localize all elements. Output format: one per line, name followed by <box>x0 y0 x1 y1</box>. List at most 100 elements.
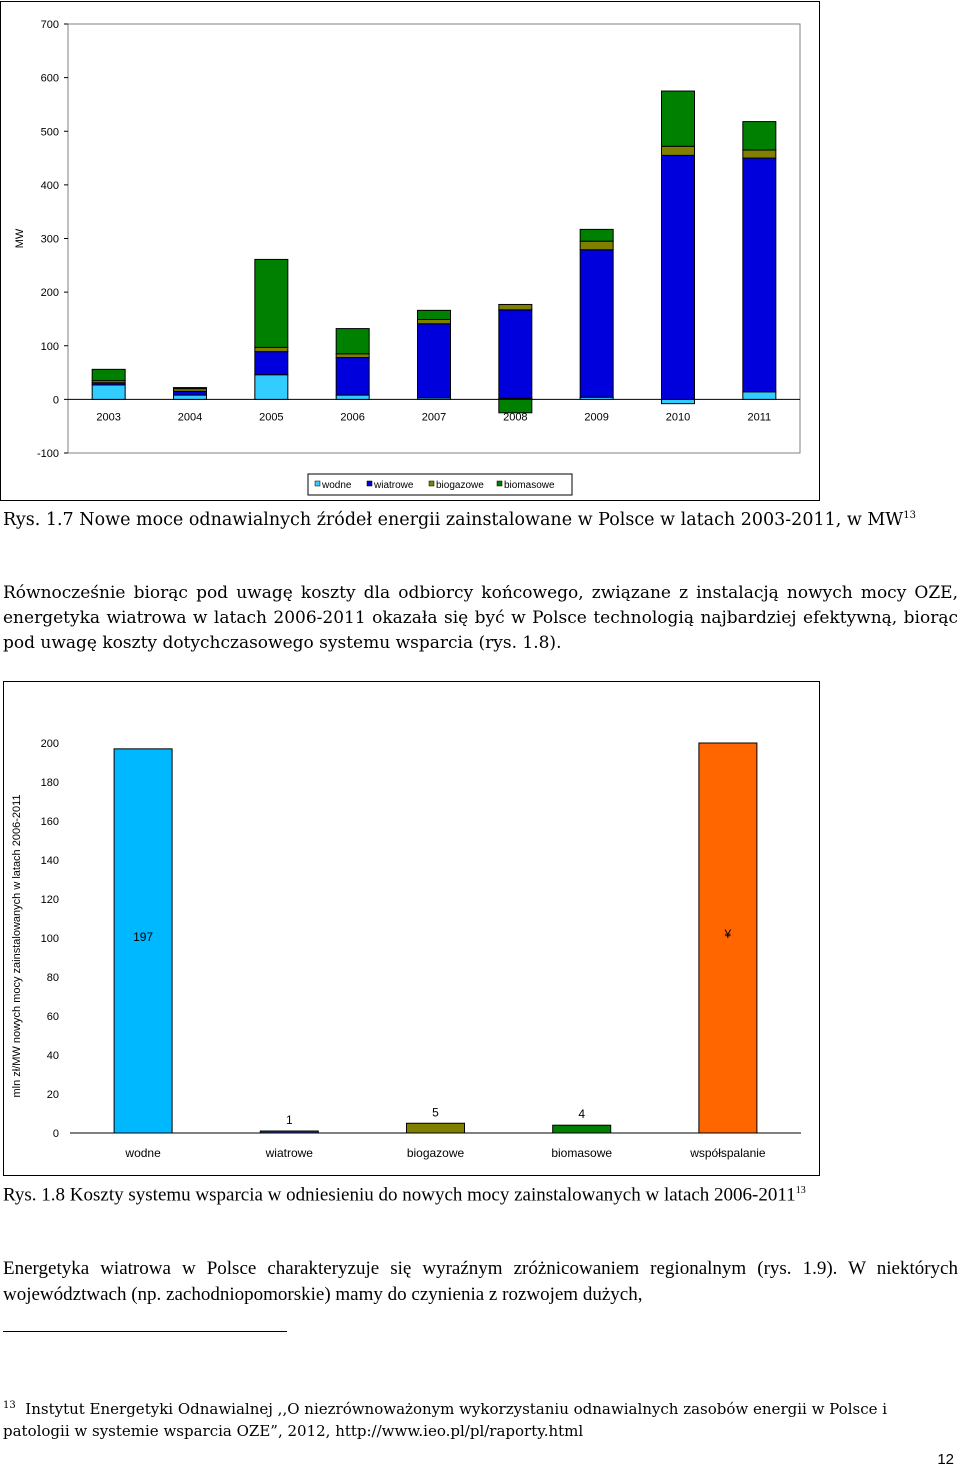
chart-new-capacity: -100 0 100 200 300 400 500 600 700 MW 2003 2004 2005… <box>0 1 820 501</box>
data-label: 1 <box>286 1113 293 1127</box>
legend-label-biomasowe: biomasowe <box>504 480 555 491</box>
y-tick-label: 0 <box>53 394 59 406</box>
x-tick-label: współspalanie <box>689 1146 766 1160</box>
bar-segment-wodne <box>173 394 207 400</box>
bar-segment-biogazowe <box>498 303 533 311</box>
chart-support-cost: 0 20 40 60 80 100 120 140 160 180 200 mln zł/MW now… <box>3 681 820 1176</box>
bar-segment-biogazowe <box>254 346 289 353</box>
bar-segment-wiatrowe <box>579 249 614 398</box>
y-tick-label: 180 <box>41 777 59 789</box>
bar-segment-biomasowe <box>335 328 370 355</box>
legend-box <box>307 473 573 496</box>
y-tick-label: 100 <box>41 933 59 945</box>
bar-segment-biomasowe <box>91 368 126 382</box>
footnote-13: 13 Instytut Energetyki Odnawialnej ,,O n… <box>3 1395 923 1442</box>
y-tick-label: 500 <box>41 126 59 138</box>
bar-wodne <box>113 748 173 1134</box>
bar-segment-wodne <box>661 398 695 405</box>
data-label: 197 <box>133 930 153 944</box>
y-tick-label: 200 <box>41 287 59 299</box>
data-label: ¥ <box>724 927 732 941</box>
y-tick-label: 600 <box>41 73 59 85</box>
x-tick-label: 2011 <box>748 411 772 423</box>
x-tick-label: 2009 <box>584 411 608 423</box>
caption-figure-1-8-footnote-ref: 13 <box>795 1185 806 1196</box>
x-tick-label: wiatrowe <box>265 1146 314 1160</box>
bar-segment-biogazowe <box>417 318 451 325</box>
bar-segment-wodne <box>335 394 370 400</box>
y-tick-label: 40 <box>47 1050 59 1062</box>
bar-segment-wodne <box>742 391 777 400</box>
bar-segment-wiatrowe <box>173 390 207 396</box>
bar-segment-biomasowe <box>579 228 614 242</box>
bar-współspalanie <box>698 742 758 1134</box>
bar-segment-biogazowe <box>335 353 370 359</box>
x-tick-label: 2005 <box>259 411 283 423</box>
legend-label-wodne: wodne <box>321 480 352 491</box>
y-tick-label: 160 <box>41 816 59 828</box>
y-tick-label: 80 <box>47 972 59 984</box>
bar-segment-wodne <box>91 384 126 400</box>
chart-support-cost-svg: 0 20 40 60 80 100 120 140 160 180 200 mln zł/MW now… <box>11 738 801 1160</box>
paragraph-regional-differences: Energetyka wiatrowa w Polsce charakteryz… <box>3 1258 958 1305</box>
y-tick-label: 300 <box>41 234 59 246</box>
bar-segment-wiatrowe <box>661 154 695 400</box>
y-tick-label: 120 <box>41 894 59 906</box>
bar-wiatrowe <box>259 1130 319 1134</box>
legend-label-biogazowe: biogazowe <box>436 480 484 491</box>
x-tick-label: 2007 <box>422 411 446 423</box>
caption-figure-1-8: Rys. 1.8 Koszty systemu wsparcia w odnie… <box>3 1178 933 1208</box>
caption-figure-1-8-text: Rys. 1.8 Koszty systemu wsparcia w odnie… <box>3 1184 796 1206</box>
bar-segment-wiatrowe <box>417 323 451 399</box>
y-axis-label: MW <box>14 228 26 248</box>
bar-biomasowe <box>552 1124 612 1134</box>
y-tick-label: 700 <box>41 19 59 31</box>
bar-segment-wiatrowe <box>498 309 533 399</box>
footnote-text: Instytut Energetyki Odnawialnej ,,O niez… <box>3 1400 888 1440</box>
data-label: 4 <box>578 1107 585 1121</box>
x-tick-label: 2006 <box>340 411 364 423</box>
bar-biogazowe <box>406 1122 465 1134</box>
x-tick-label: 2004 <box>178 411 202 423</box>
bar-segment-wodne <box>254 374 289 400</box>
paragraph-wind-efficiency: Równocześnie biorąc pod uwagę koszty dla… <box>3 583 958 653</box>
legend-label-wiatrowe: wiatrowe <box>373 480 414 491</box>
bar-segment-biogazowe <box>661 145 695 156</box>
x-tick-label: biogazowe <box>407 1146 465 1160</box>
bar-segment-biogazowe <box>742 149 777 159</box>
x-tick-label: 2010 <box>666 411 690 423</box>
page-number: 12 <box>937 1451 954 1468</box>
bar-segment-biogazowe <box>579 240 614 251</box>
caption-figure-1-7-text: Rys. 1.7 Nowe moce odnawialnych źródeł e… <box>3 509 904 530</box>
bar-segment-wiatrowe <box>254 351 289 376</box>
caption-figure-1-7: Rys. 1.7 Nowe moce odnawialnych źródeł e… <box>3 503 958 533</box>
y-axis-label: mln zł/MW nowych mocy zainstalowanych w … <box>11 794 23 1097</box>
bar-segment-biomasowe <box>173 387 207 390</box>
x-tick-label: wodne <box>124 1146 161 1160</box>
caption-figure-1-7-footnote-ref: 13 <box>903 510 917 521</box>
legend-swatch-wodne <box>314 480 321 487</box>
y-tick-label: 100 <box>41 341 59 353</box>
y-tick-label: 20 <box>47 1089 59 1101</box>
bar-segment-biomasowe <box>417 309 451 320</box>
footnote-number: 13 <box>3 1400 16 1411</box>
data-label: 5 <box>432 1105 439 1119</box>
legend-swatch-biogazowe <box>428 480 435 487</box>
legend: wodne wiatrowe biogazowe biomasowe <box>307 473 573 496</box>
y-tick-label: 0 <box>53 1128 59 1140</box>
bar-segment-biomasowe <box>661 90 695 147</box>
y-tick-label: 400 <box>41 180 59 192</box>
footnote-separator <box>3 1331 287 1332</box>
bar-segment-biomasowe <box>254 258 289 348</box>
x-tick-label: 2003 <box>96 411 120 423</box>
y-tick-label: 140 <box>41 855 59 867</box>
bar-segment-wiatrowe <box>335 357 370 396</box>
chart-new-capacity-svg: -100 0 100 200 300 400 500 600 700 MW 2003 2004 2005… <box>14 19 801 496</box>
bar-segment-biomasowe-negative <box>498 398 533 414</box>
bar-segment-wiatrowe <box>742 157 777 393</box>
x-tick-label: 2008 <box>503 411 527 423</box>
y-tick-label: 60 <box>47 1011 59 1023</box>
y-tick-label: 200 <box>41 738 59 750</box>
bar-segment-biomasowe <box>742 121 777 151</box>
legend-swatch-biomasowe <box>496 480 503 487</box>
